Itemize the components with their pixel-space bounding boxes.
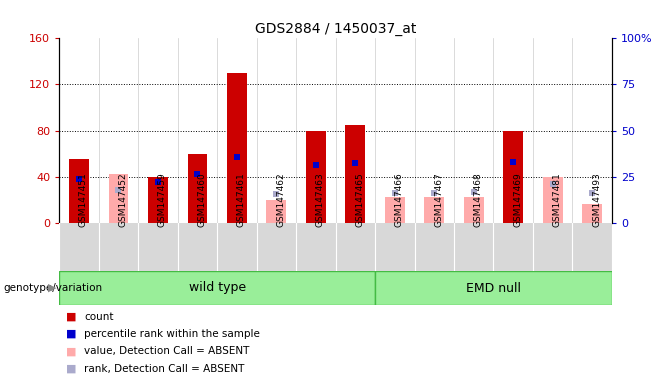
Text: GSM147467: GSM147467 (434, 172, 443, 227)
Bar (109, 174, 128, 223)
Bar (59, 271, 375, 305)
Text: EMD null: EMD null (466, 281, 521, 295)
Bar (188, 154, 207, 223)
Text: GSM147481: GSM147481 (553, 172, 562, 227)
Text: GSM147468: GSM147468 (474, 172, 483, 227)
Bar (148, 177, 168, 223)
Bar (503, 131, 523, 223)
Text: rank, Detection Call = ABSENT: rank, Detection Call = ABSENT (84, 364, 245, 374)
Title: GDS2884 / 1450037_at: GDS2884 / 1450037_at (255, 22, 417, 36)
Text: GSM147465: GSM147465 (355, 172, 365, 227)
Text: GSM147469: GSM147469 (513, 172, 522, 227)
Text: ■: ■ (66, 329, 76, 339)
Text: GSM147461: GSM147461 (237, 172, 246, 227)
Bar (385, 197, 405, 223)
Bar (69, 159, 89, 223)
Bar (345, 125, 365, 223)
Text: ■: ■ (66, 346, 76, 356)
Bar (375, 271, 612, 305)
Text: GSM147451: GSM147451 (79, 172, 88, 227)
Text: GSM147459: GSM147459 (158, 172, 167, 227)
Bar (424, 197, 444, 223)
Text: GSM147463: GSM147463 (316, 172, 325, 227)
Text: genotype/variation: genotype/variation (3, 283, 103, 293)
Text: ■: ■ (66, 364, 76, 374)
Text: GSM147466: GSM147466 (395, 172, 404, 227)
Text: ■: ■ (66, 312, 76, 322)
Bar (306, 131, 326, 223)
Bar (464, 197, 484, 223)
Text: wild type: wild type (189, 281, 245, 295)
Bar (227, 73, 247, 223)
Text: GSM147493: GSM147493 (592, 172, 601, 227)
Text: GSM147460: GSM147460 (197, 172, 207, 227)
Text: GSM147452: GSM147452 (118, 172, 128, 227)
Text: count: count (84, 312, 114, 322)
Bar (266, 200, 286, 223)
Bar (582, 204, 602, 223)
Bar (543, 177, 563, 223)
Text: percentile rank within the sample: percentile rank within the sample (84, 329, 260, 339)
Text: GSM147462: GSM147462 (276, 172, 286, 227)
Text: ▶: ▶ (48, 283, 57, 293)
Text: value, Detection Call = ABSENT: value, Detection Call = ABSENT (84, 346, 249, 356)
